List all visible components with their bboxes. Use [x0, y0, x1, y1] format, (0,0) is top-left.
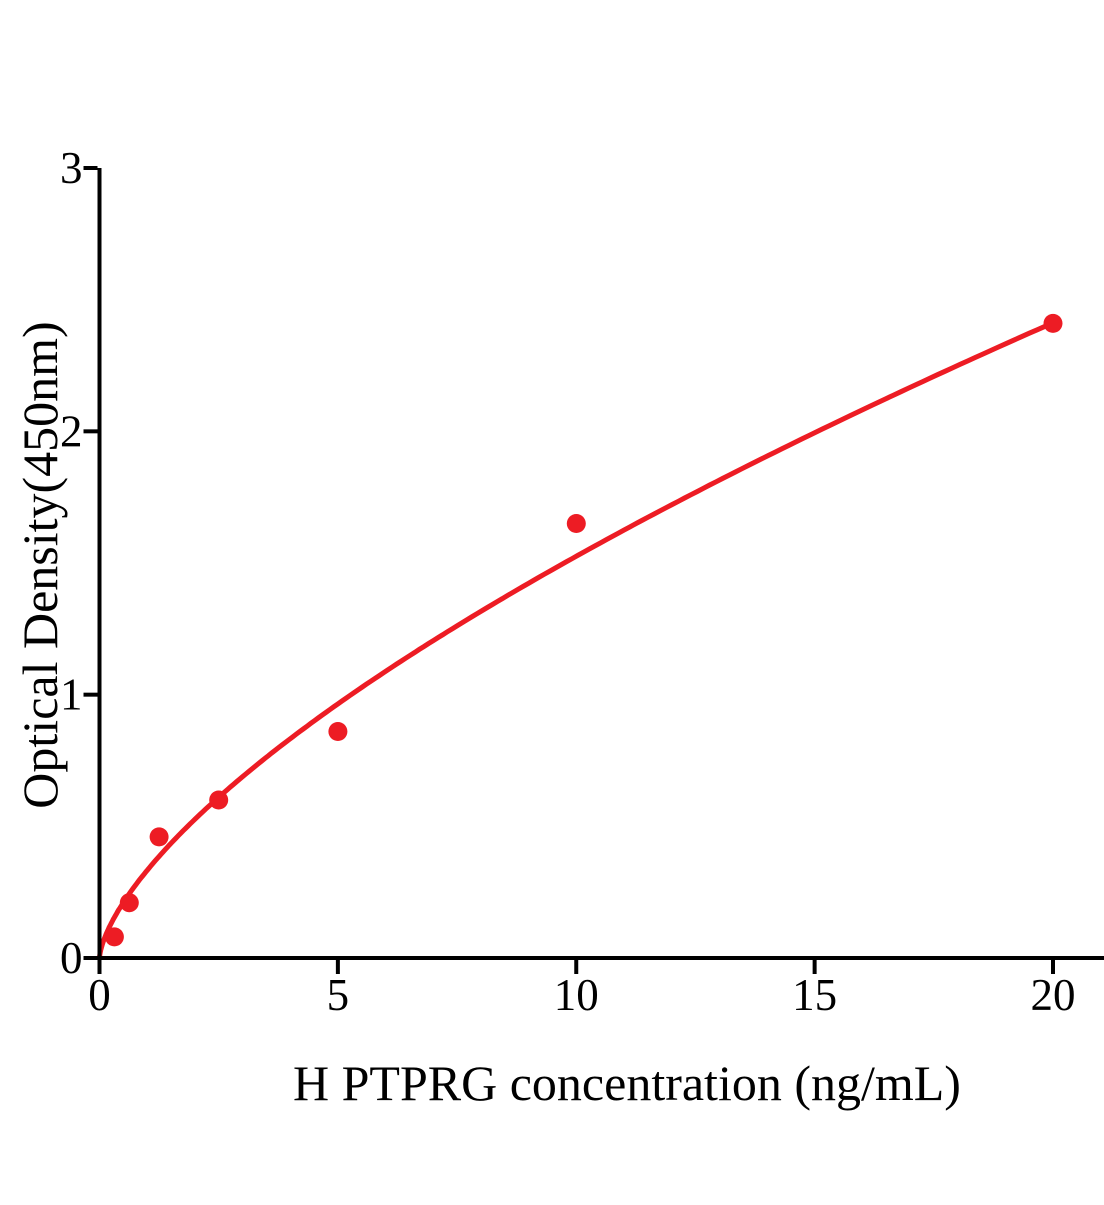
x-tick-label: 20 [1031, 970, 1076, 1020]
data-point [1043, 313, 1063, 333]
data-point [104, 927, 124, 947]
data-point [566, 514, 586, 533]
y-tick-label: 3 [60, 143, 83, 193]
x-tick-label: 0 [88, 970, 111, 1020]
fit-curve [97, 320, 1056, 961]
x-axis-title: H PTPRG concentration (ng/mL) [293, 1055, 961, 1111]
data-point [149, 827, 169, 847]
plot-area: 0 5 10 15 20 0 1 2 3 [60, 143, 1104, 1020]
x-tick-label: 15 [792, 970, 837, 1020]
y-tick-label: 0 [60, 933, 83, 983]
y-tick-label: 1 [60, 670, 83, 720]
data-point [119, 893, 139, 913]
y-axis-title: Optical Density(450nm) [12, 321, 68, 808]
x-tick-label: 5 [327, 970, 350, 1020]
data-point [328, 722, 348, 741]
x-tick-label: 10 [554, 970, 599, 1020]
data-point [209, 790, 229, 810]
y-tick-label: 2 [60, 406, 83, 456]
